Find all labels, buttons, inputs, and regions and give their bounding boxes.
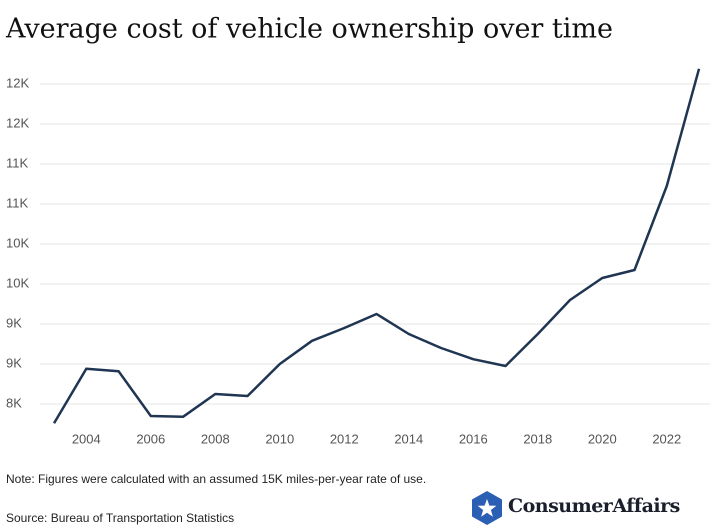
y-tick-label: 10K	[6, 275, 29, 290]
x-tick-label: 2014	[394, 431, 423, 446]
brand-logo: ConsumerAffairs	[470, 490, 715, 526]
x-tick-label: 2010	[265, 431, 294, 446]
chart: Average cost of vehicle ownership over t…	[5, 14, 710, 446]
brand-name: ConsumerAffairs	[508, 495, 680, 517]
data-line	[52, 68, 701, 424]
y-tick-label: 9K	[6, 315, 22, 330]
x-tick-label: 2020	[588, 431, 617, 446]
y-tick-label: 8K	[6, 395, 22, 410]
y-tick-label: 11K	[6, 195, 28, 210]
x-tick-label: 2016	[459, 431, 488, 446]
y-tick-label: 12K	[6, 115, 29, 130]
source: Source: Bureau of Transportation Statist…	[6, 511, 235, 525]
x-tick-label: 2022	[652, 431, 681, 446]
x-tick-label: 2008	[201, 431, 230, 446]
y-tick-label: 11K	[6, 155, 28, 170]
x-tick-label: 2004	[72, 431, 101, 446]
y-tick-label: 12K	[6, 75, 29, 90]
x-tick-label: 2018	[523, 431, 552, 446]
x-tick-label: 2006	[136, 431, 165, 446]
y-tick-label: 10K	[6, 235, 29, 250]
note: Note: Figures were calculated with an as…	[6, 472, 427, 486]
y-tick-label: 9K	[6, 355, 22, 370]
brand-icon	[472, 491, 502, 525]
x-tick-label: 2012	[330, 431, 359, 446]
chart-title: Average cost of vehicle ownership over t…	[5, 14, 613, 45]
